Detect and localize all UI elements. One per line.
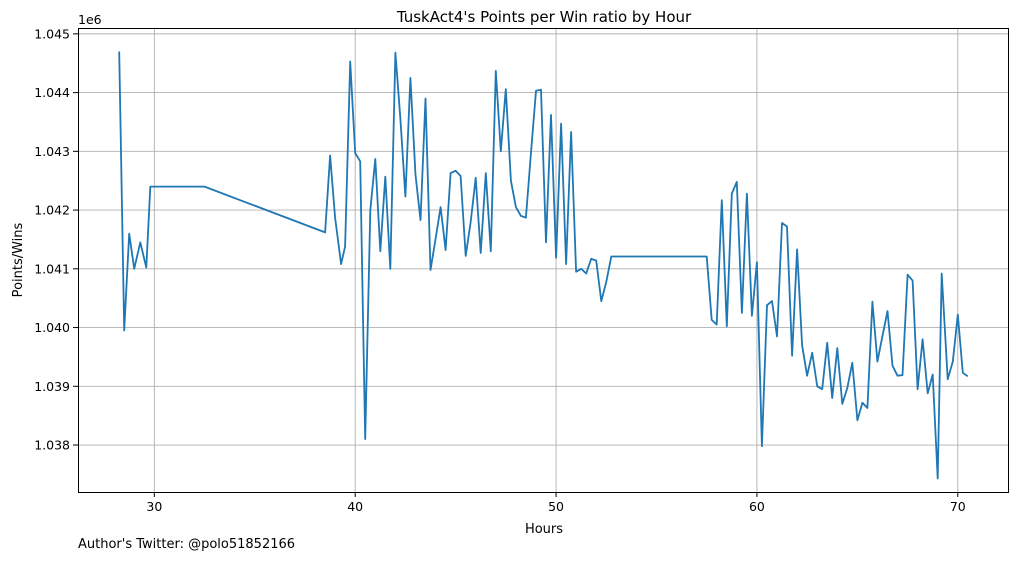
- y-tick-label: 1.039: [34, 379, 70, 394]
- x-tick-label: 30: [146, 499, 162, 514]
- y-tick-label: 1.044: [34, 85, 70, 100]
- y-tick-label: 1.041: [34, 261, 70, 276]
- series-line: [118, 51, 969, 480]
- y-tick-label: 1.040: [34, 320, 70, 335]
- y-axis-label: Points/Wins: [11, 222, 26, 297]
- chart-title: TuskAct4's Points per Win ratio by Hour: [396, 8, 692, 26]
- y-offset-label: 1e6: [78, 12, 102, 27]
- grid: [78, 28, 1008, 492]
- series-layer: [118, 51, 969, 480]
- x-axis-label: Hours: [525, 522, 563, 537]
- x-tick-label: 60: [749, 499, 765, 514]
- y-tick-label: 1.043: [34, 144, 70, 159]
- author-credit: Author's Twitter: @polo51852166: [78, 537, 296, 552]
- y-tick-label: 1.045: [34, 26, 70, 41]
- x-tick-label: 50: [548, 499, 564, 514]
- y-tick-label: 1.038: [34, 438, 70, 453]
- ticks: 30 40 50 60 70 1.038 1.039 1.040 1.041 1.042 1.043…: [34, 26, 966, 514]
- plot-frame: [78, 28, 1009, 493]
- x-tick-label: 40: [347, 499, 363, 514]
- y-tick-label: 1.042: [34, 203, 70, 218]
- x-tick-label: 70: [950, 499, 966, 514]
